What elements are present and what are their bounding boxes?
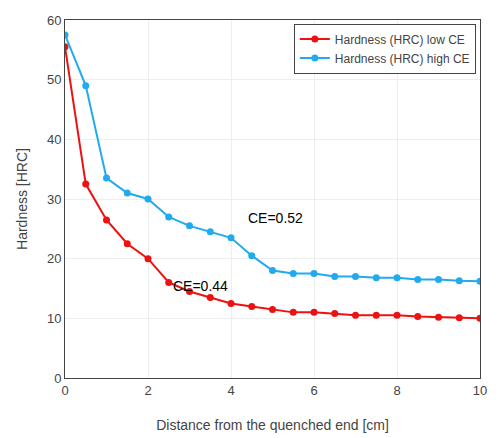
svg-text:Distance from the quenched end: Distance from the quenched end [cm] bbox=[156, 417, 389, 433]
svg-text:CE=0.44: CE=0.44 bbox=[173, 278, 228, 294]
svg-text:Hardness (HRC) high CE: Hardness (HRC) high CE bbox=[335, 52, 470, 66]
svg-text:CE=0.52: CE=0.52 bbox=[248, 210, 303, 226]
svg-text:8: 8 bbox=[393, 383, 400, 398]
svg-text:Hardness [HRC]: Hardness [HRC] bbox=[14, 148, 30, 250]
svg-text:40: 40 bbox=[47, 132, 61, 147]
svg-text:20: 20 bbox=[47, 251, 61, 266]
svg-text:10: 10 bbox=[47, 311, 61, 326]
svg-text:4: 4 bbox=[227, 383, 234, 398]
svg-text:0: 0 bbox=[54, 371, 61, 386]
svg-text:0: 0 bbox=[61, 383, 68, 398]
svg-text:30: 30 bbox=[47, 192, 61, 207]
svg-text:60: 60 bbox=[47, 13, 61, 28]
svg-text:6: 6 bbox=[310, 383, 317, 398]
svg-text:Hardness (HRC) low CE: Hardness (HRC) low CE bbox=[335, 33, 465, 47]
svg-text:50: 50 bbox=[47, 72, 61, 87]
svg-text:2: 2 bbox=[144, 383, 151, 398]
svg-text:10: 10 bbox=[473, 383, 487, 398]
